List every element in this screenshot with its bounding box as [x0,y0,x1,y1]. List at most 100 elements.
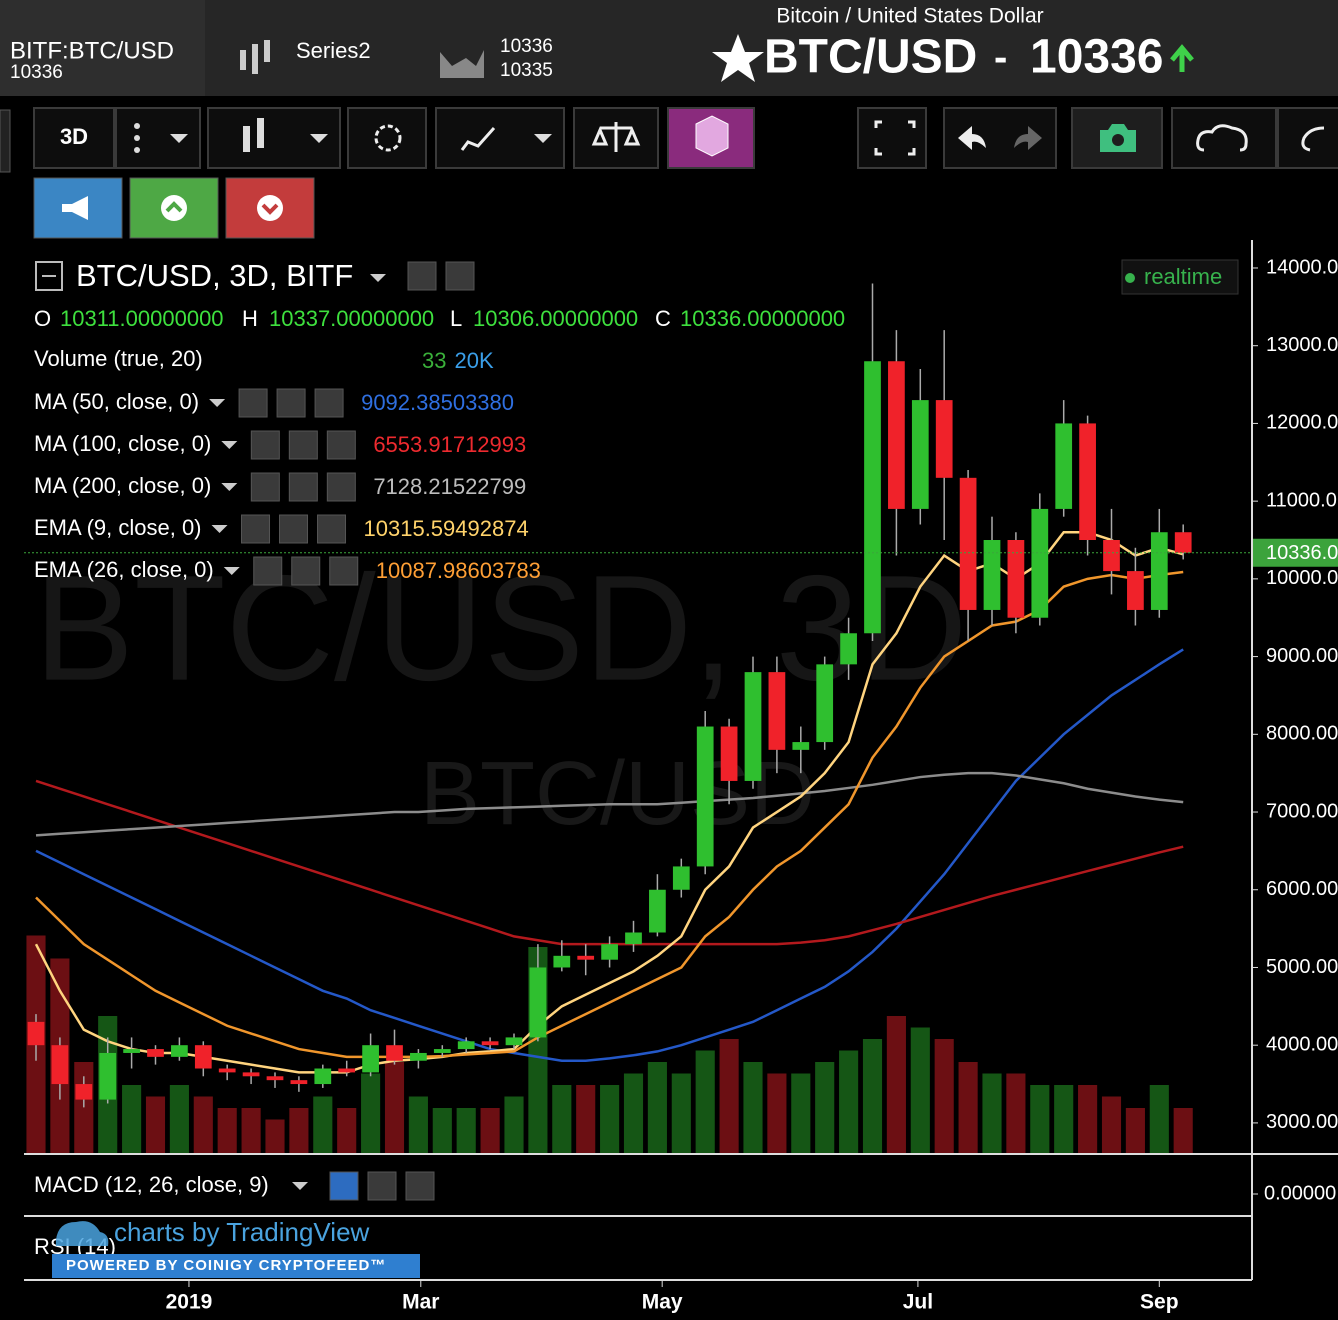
x-tick-label: 2019 [166,1291,213,1314]
symbol: BITF:BTC/USD [10,37,174,64]
interval-menu[interactable] [115,107,201,169]
volume-value: 33 [422,348,446,373]
tv-cloud [56,1221,109,1246]
volume-bar [384,1062,405,1154]
symbol-box[interactable] [0,0,205,96]
candle-body [314,1068,332,1085]
interval-button[interactable] [33,107,115,169]
settings-button[interactable] [347,107,427,169]
volume-bar [1078,1085,1098,1154]
eye-button[interactable] [253,556,283,586]
eye-button[interactable] [241,514,271,544]
remove-small[interactable] [329,556,359,586]
favorite-star[interactable] [712,34,764,82]
candle-body [768,672,786,750]
up-arrow [1170,44,1194,72]
volume-bar [289,1108,309,1154]
save-button[interactable] [1277,107,1338,169]
settings-small[interactable] [288,430,318,460]
candle-body [1127,571,1144,610]
collapse-box[interactable] [35,261,63,291]
snapshot-button[interactable] [1071,107,1163,169]
volume-bar [839,1050,859,1154]
volume-bar [1125,1108,1145,1154]
volume-bar [145,1096,166,1154]
eye-button[interactable] [238,388,268,418]
cloud-down-icon [1196,124,1248,152]
separator: - [994,36,1007,80]
indicator-line [35,570,1184,1059]
charts-by[interactable]: charts by TradingView [114,1217,370,1247]
sell-button[interactable] [225,177,315,239]
volume-bar [504,1096,524,1154]
volume-average: 20K [454,348,493,373]
buy-button[interactable] [129,177,219,239]
remove-small[interactable] [326,430,356,460]
price-axis: 3000.00 4000.00 5000.00 6000.00 7000.00 8000.… [166,256,1338,1314]
settings-small[interactable] [279,514,309,544]
indicator-value: 10087.98603783 [376,558,541,583]
volume-bar [958,1062,978,1154]
candle-body [171,1045,188,1057]
y-tick-label: 12000.0 [1266,412,1338,434]
pair: BTC/USD [764,31,977,84]
y-tick-label: 9000.00 [1266,645,1338,667]
description: Bitcoin / United States Dollar [776,5,1043,28]
indicator-name: Volume (true, 20) [34,346,203,371]
x-tick-label: Jul [903,1291,933,1314]
remove-small[interactable] [405,1171,435,1201]
remove-small[interactable] [317,514,347,544]
volume-bar [743,1062,763,1154]
settings-small[interactable] [367,1171,397,1201]
candle-body [1174,532,1192,553]
candle-body [911,400,929,509]
eye-button[interactable] [329,1171,359,1201]
y-tick-label: 14000.0 [1266,256,1338,278]
volume-bar [361,1073,381,1154]
toolbar: 3D [33,107,1338,239]
eye-button[interactable] [407,261,437,291]
settings-small[interactable] [445,261,475,291]
volume-bar [647,1062,667,1154]
candle-body [505,1037,523,1046]
candle-body [51,1045,69,1085]
caret [310,134,328,143]
caret [534,134,552,143]
candle-body [840,633,857,665]
candle-body [1103,540,1120,572]
ohlc-value: 10336.00000000 [680,306,845,331]
fullscreen-icon [874,120,916,156]
indicator-value: 9092.38503380 [361,390,514,415]
candle-body [744,672,762,781]
eye-button[interactable] [250,472,280,502]
cloud-up-icon [1301,126,1325,152]
volume-bar [480,1108,500,1154]
candle-body [1007,540,1025,618]
ohlc-label: O [34,306,51,331]
caret [170,134,188,143]
caret [211,525,228,533]
eye-button[interactable] [250,430,280,460]
remove-small[interactable] [314,388,344,418]
ohlc-value: 10337.00000000 [269,306,434,331]
header-bar [0,0,1338,96]
y-tick-label: 6000.00 [1266,878,1338,900]
side-tab[interactable] [0,109,11,173]
ohlc-label: L [450,306,462,331]
settings-small[interactable] [276,388,306,418]
settings-small[interactable] [291,556,321,586]
volume-bar [791,1073,811,1154]
volume-bar [552,1085,572,1154]
load-button[interactable] [1171,107,1277,169]
high-price: 10336 [500,36,553,57]
sell-icon [257,195,283,221]
volume-bar [862,1039,883,1154]
candle-body [649,889,666,933]
buy-icon [161,195,187,221]
remove-small[interactable] [326,472,356,502]
settings-small[interactable] [288,472,318,502]
fullscreen-button[interactable] [857,107,927,169]
candle-body [457,1041,475,1050]
volume-bar [1149,1085,1169,1154]
